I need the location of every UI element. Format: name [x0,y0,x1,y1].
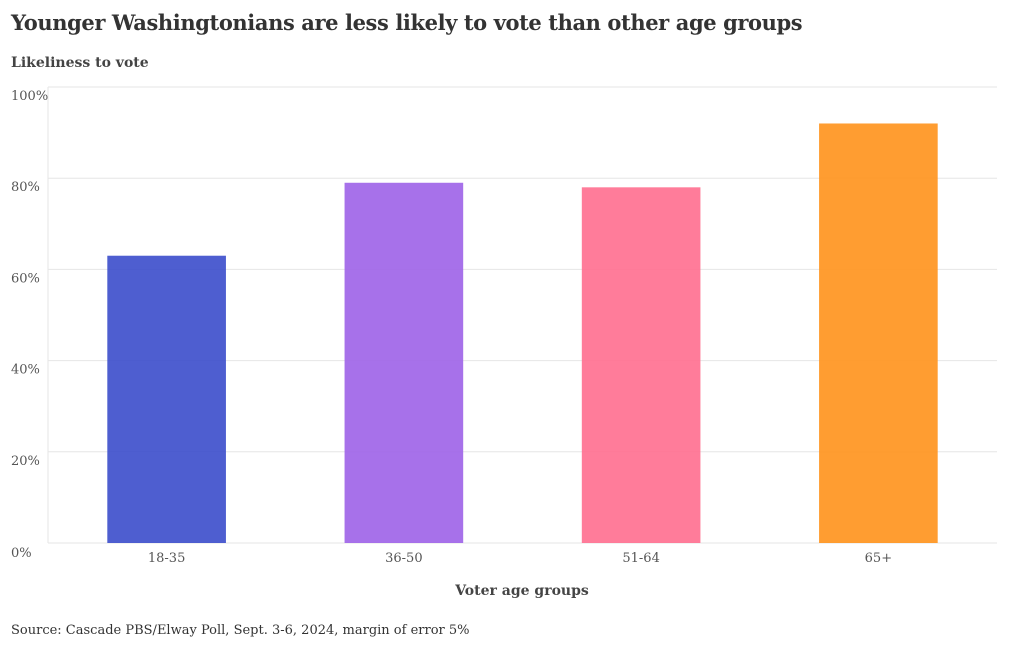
bar-65+ [819,123,938,543]
source-note: Source: Cascade PBS/Elway Poll, Sept. 3-… [11,623,470,638]
bar-chart: 0% 20% 40% 60% 80% 100% 18-35 36-50 51-64 65+ Vo… [11,86,997,599]
x-tick-label: 51-64 [622,551,659,566]
x-tick-labels: 18-35 36-50 51-64 65+ [148,551,892,566]
bars [107,123,938,543]
y-tick-label: 0% [11,546,32,561]
bar-18-35 [107,255,226,543]
bar-36-50 [344,182,464,543]
y-tick-label: 60% [11,271,40,286]
x-tick-label: 18-35 [148,551,185,566]
y-tick-label: 80% [11,180,40,195]
x-axis-label: Voter age groups [454,583,589,599]
x-tick-label: 65+ [865,551,892,566]
y-tick-label: 100% [11,89,48,104]
bar-51-64 [581,187,701,543]
y-tick-label: 40% [11,363,40,378]
y-axis-label: Likeliness to vote [11,55,149,71]
y-tick-labels: 0% 20% 40% 60% 80% 100% [11,89,48,561]
x-tick-label: 36-50 [385,551,422,566]
y-tick-label: 20% [11,454,40,469]
chart-title: Younger Washingtonians are less likely t… [11,10,803,35]
